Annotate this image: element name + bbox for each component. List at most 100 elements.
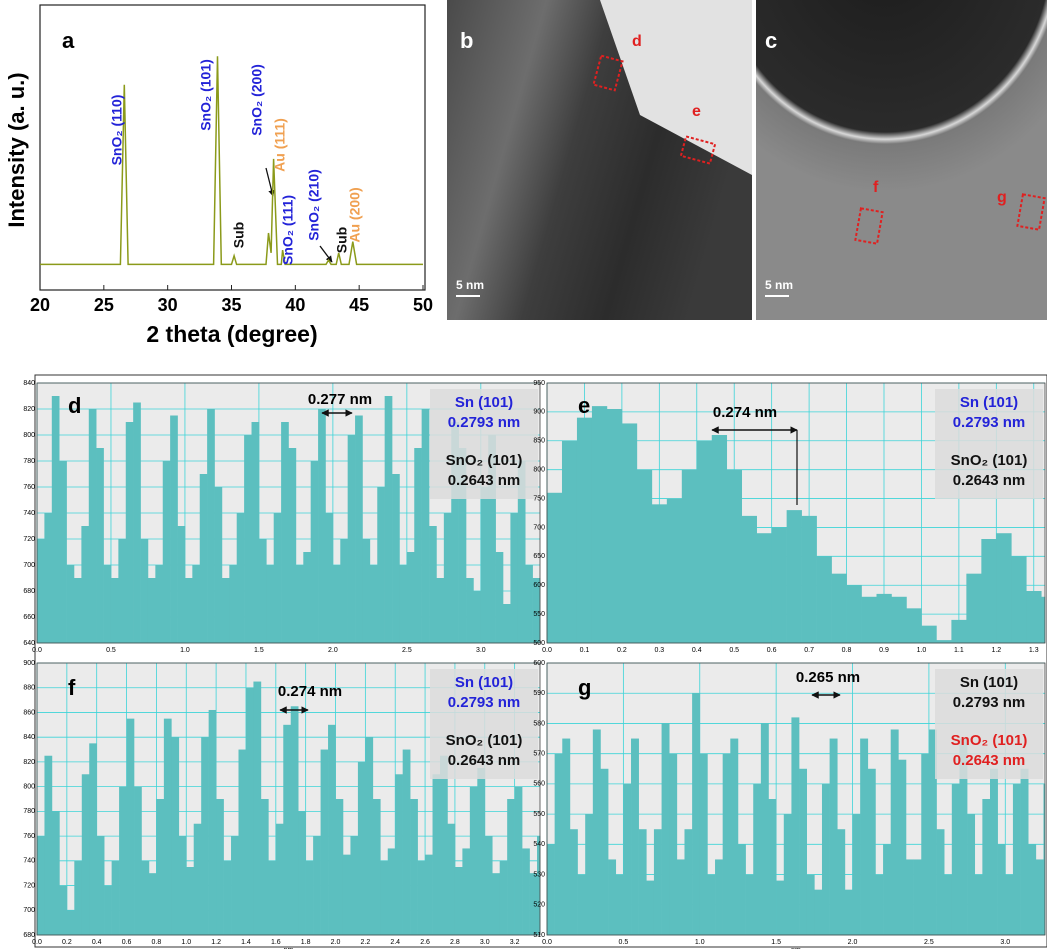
bar (1028, 844, 1037, 935)
y-tick-label: 740 (23, 858, 35, 865)
bar (967, 814, 976, 935)
reference-box (430, 669, 538, 779)
bar (231, 836, 239, 935)
bar (236, 513, 245, 643)
panel-letter: e (578, 393, 590, 418)
bar (966, 573, 982, 643)
bar (852, 814, 861, 935)
region-label: g (997, 189, 1007, 206)
x-tick-label: 0.1 (580, 647, 590, 654)
bar (1011, 556, 1027, 643)
y-tick-label: 720 (23, 882, 35, 889)
x-tick-label: 0.5 (106, 647, 116, 654)
x-tick-label: 1.1 (954, 647, 964, 654)
x-tick-label: 1.0 (695, 939, 705, 946)
y-tick-label: 900 (23, 660, 35, 667)
x-tick-label: 1.3 (1029, 647, 1039, 654)
bar (473, 591, 482, 643)
bar (362, 539, 371, 643)
plot-frame (36, 382, 541, 644)
bar (561, 440, 578, 643)
bar (244, 435, 252, 643)
x-tick-label: 0.5 (619, 939, 629, 946)
bar (631, 738, 639, 935)
bar (646, 880, 655, 935)
bar (281, 422, 289, 643)
peak-label: SnO₂ (210) (306, 169, 322, 241)
bar (96, 836, 105, 935)
x-tick-label: 2.2 (361, 939, 371, 946)
bar (387, 848, 396, 935)
bar (876, 593, 892, 643)
plot-frame (36, 662, 541, 936)
bar (514, 786, 523, 935)
bar (615, 874, 624, 935)
x-tick-label: 1.0 (180, 647, 190, 654)
bar (104, 885, 112, 935)
bar (745, 874, 754, 935)
bar (592, 729, 601, 935)
x-tick-label: 2.5 (402, 647, 412, 654)
bar (576, 417, 593, 643)
peak-label: Sub (231, 222, 247, 248)
peak-label: SnO₂ (200) (249, 64, 265, 136)
x-axis-title: nm (284, 947, 294, 949)
reference-spacing: 0.2643 nm (953, 752, 1026, 769)
y-tick-label: 680 (23, 932, 35, 939)
bar (298, 811, 306, 935)
x-tick-label: 2.8 (450, 939, 460, 946)
bar (37, 539, 45, 643)
x-axis-title: 2 theta (degree) (146, 321, 317, 347)
bar (638, 829, 647, 935)
bar (332, 565, 341, 643)
y-tick-label: 800 (23, 783, 35, 790)
bar (377, 487, 385, 643)
bar (103, 565, 112, 643)
bar (384, 396, 393, 643)
bar (821, 783, 830, 935)
bar (771, 527, 787, 643)
reference-spacing: 0.2793 nm (448, 414, 521, 431)
reference-spacing: 0.2793 nm (953, 694, 1026, 711)
y-tick-label: 550 (533, 611, 545, 618)
y-tick-label: 800 (23, 432, 35, 439)
y-tick-label: 840 (23, 380, 35, 387)
spacing-label: 0.277 nm (308, 391, 372, 408)
panel-letter: f (68, 675, 76, 700)
y-tick-label: 570 (533, 751, 545, 758)
bar (66, 910, 75, 935)
bar (305, 860, 314, 935)
bar (214, 487, 223, 643)
bar (451, 422, 459, 643)
y-tick-label: 720 (23, 536, 35, 543)
bar (921, 753, 930, 935)
bar (591, 406, 608, 643)
spacing-label: 0.274 nm (713, 404, 777, 421)
bar (997, 844, 1006, 935)
bar (89, 743, 98, 935)
plot-frame (546, 662, 1046, 936)
bar (898, 759, 907, 935)
xrd-line (40, 56, 423, 266)
bar (503, 604, 511, 643)
bar (1035, 859, 1044, 935)
bar (74, 860, 83, 935)
y-tick-label: 650 (533, 553, 545, 560)
bar (147, 578, 156, 643)
bar (432, 774, 441, 935)
panel-letter: b (460, 28, 473, 53)
bar (906, 608, 922, 643)
reference-box (430, 389, 538, 499)
bar (436, 578, 445, 643)
bar (365, 737, 374, 935)
peak-label: SnO₂ (111) (280, 195, 296, 265)
y-tick-label: 560 (533, 781, 545, 788)
bar (982, 799, 991, 935)
bar (133, 402, 141, 643)
bar (140, 539, 149, 643)
bar (59, 885, 68, 935)
bar (245, 687, 254, 935)
bar (350, 836, 359, 935)
bar (268, 860, 277, 935)
